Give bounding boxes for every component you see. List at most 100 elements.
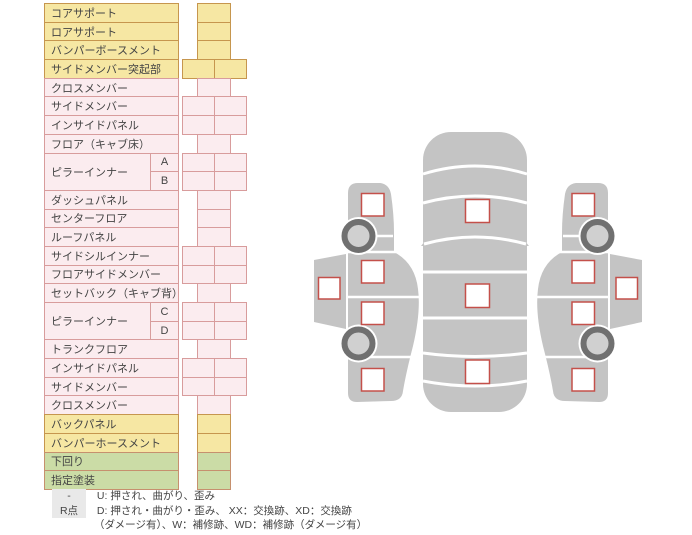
- damage-cell[interactable]: [182, 115, 215, 135]
- damage-cell[interactable]: [197, 451, 231, 472]
- damage-cell[interactable]: [214, 320, 247, 341]
- part-label: 指定塗装: [44, 470, 179, 490]
- right-side-view: [537, 183, 642, 402]
- damage-cell[interactable]: [182, 264, 215, 285]
- part-label: インサイドパネル: [44, 358, 179, 378]
- damage-cell[interactable]: [182, 320, 215, 341]
- part-label: サイドシルインナー: [44, 245, 179, 266]
- part-label: ロアサポート: [44, 21, 179, 42]
- table-row: ロアサポート: [44, 21, 294, 42]
- part-label: トランクフロア: [44, 339, 179, 360]
- part-label: ピラーインナー: [44, 302, 151, 341]
- damage-cell[interactable]: [182, 171, 215, 191]
- part-sub-label: A: [150, 152, 179, 173]
- part-label: フロア（キャブ床）: [44, 133, 179, 154]
- part-label: サイドメンバー: [44, 96, 179, 117]
- damage-cell[interactable]: [197, 77, 231, 98]
- part-label: クロスメンバー: [44, 77, 179, 98]
- part-label: フロアサイドメンバー: [44, 264, 179, 285]
- legend-chip-rpoint: R点: [52, 503, 86, 518]
- damage-cell[interactable]: [214, 358, 247, 378]
- table-row: ピラーインナー A B: [44, 152, 294, 191]
- legend-text-u: U: 押され、曲がり、歪み: [96, 490, 216, 502]
- part-label: クロスメンバー: [44, 395, 179, 416]
- damage-marker-box[interactable]: [317, 276, 341, 300]
- damage-cell[interactable]: [182, 245, 215, 266]
- damage-cell[interactable]: [214, 264, 247, 285]
- left-side-view: [314, 183, 419, 402]
- table-row: サイドシルインナー: [44, 245, 294, 266]
- table-row: バンパーホースメント: [44, 432, 294, 453]
- table-row: インサイドパネル: [44, 358, 294, 378]
- part-sub-label: D: [150, 320, 179, 341]
- table-row: センターフロア: [44, 208, 294, 229]
- damage-cell[interactable]: [214, 96, 247, 117]
- damage-marker-box[interactable]: [360, 192, 385, 217]
- damage-cell[interactable]: [197, 339, 231, 360]
- part-label: コアサポート: [44, 3, 179, 23]
- damage-cell[interactable]: [214, 59, 247, 79]
- rear-wheel-icon: [341, 326, 376, 361]
- damage-marker-box[interactable]: [464, 283, 491, 309]
- damage-cell[interactable]: [182, 358, 215, 378]
- table-row: ダッシュパネル: [44, 189, 294, 210]
- table-row: サイドメンバー: [44, 96, 294, 117]
- legend-chip-dash: -: [52, 489, 86, 504]
- table-row: ピラーインナー C D: [44, 302, 294, 341]
- part-label: ピラーインナー: [44, 152, 151, 191]
- damage-cell[interactable]: [214, 115, 247, 135]
- table-row: バックパネル: [44, 414, 294, 434]
- damage-cell[interactable]: [214, 302, 247, 322]
- damage-cell[interactable]: [197, 283, 231, 304]
- damage-cell[interactable]: [214, 245, 247, 266]
- damage-cell[interactable]: [214, 376, 247, 397]
- damage-marker-box[interactable]: [360, 301, 385, 326]
- part-label: ルーフパネル: [44, 227, 179, 247]
- table-row: セットバック（キャブ背）: [44, 283, 294, 304]
- legend-text-r: D: 押され・曲がり・歪み、 XX：交換跡、XD：交換跡: [96, 504, 352, 517]
- damage-cell[interactable]: [197, 21, 231, 42]
- damage-cell[interactable]: [214, 152, 247, 173]
- damage-marker-box[interactable]: [464, 198, 491, 224]
- damage-cell[interactable]: [182, 152, 215, 173]
- damage-marker-box[interactable]: [360, 259, 385, 284]
- table-row: インサイドパネル: [44, 115, 294, 135]
- part-label: インサイドパネル: [44, 115, 179, 135]
- parts-table: コアサポート ロアサポート バンパーボースメント サイドメンバー突起部 クロスメンバーサ…: [44, 3, 294, 490]
- damage-cell[interactable]: [182, 59, 215, 79]
- damage-cell[interactable]: [197, 208, 231, 229]
- table-row: ルーフパネル: [44, 227, 294, 247]
- damage-cell[interactable]: [197, 3, 231, 23]
- damage-marker-box[interactable]: [464, 359, 491, 385]
- part-label: センターフロア: [44, 208, 179, 229]
- legend-text-continuation: （ダメージ有）、W：補修跡、WD：補修跡（ダメージ有）: [94, 519, 368, 531]
- part-label: バックパネル: [44, 414, 179, 434]
- car-damage-diagram: [314, 132, 655, 412]
- damage-cell[interactable]: [197, 133, 231, 154]
- damage-cell[interactable]: [197, 40, 231, 61]
- legend-line-r: R点 D: 押され・曲がり・歪み、 XX：交換跡、XD：交換跡: [52, 503, 652, 518]
- damage-cell[interactable]: [197, 470, 231, 490]
- damage-cell[interactable]: [182, 96, 215, 117]
- damage-cell[interactable]: [197, 189, 231, 210]
- damage-cell[interactable]: [197, 395, 231, 416]
- table-row: バンパーボースメント: [44, 40, 294, 61]
- table-row: フロアサイドメンバー: [44, 264, 294, 285]
- damage-cell[interactable]: [182, 376, 215, 397]
- damage-cell[interactable]: [182, 302, 215, 322]
- damage-cell[interactable]: [197, 227, 231, 247]
- damage-cell[interactable]: [197, 432, 231, 453]
- damage-cell[interactable]: [214, 171, 247, 191]
- top-view: [421, 132, 529, 412]
- part-sub-label: B: [150, 171, 179, 191]
- table-row: 指定塗装: [44, 470, 294, 490]
- part-label: ダッシュパネル: [44, 189, 179, 210]
- part-label: サイドメンバー: [44, 376, 179, 397]
- damage-cell[interactable]: [197, 414, 231, 434]
- legend-line-u: - U: 押され、曲がり、歪み: [52, 489, 652, 504]
- part-label: バンパーホースメント: [44, 432, 179, 453]
- legend-line-continuation: （ダメージ有）、W：補修跡、WD：補修跡（ダメージ有）: [52, 518, 652, 533]
- damage-marker-box[interactable]: [360, 367, 385, 392]
- table-row: コアサポート: [44, 3, 294, 23]
- part-label: サイドメンバー突起部: [44, 59, 179, 79]
